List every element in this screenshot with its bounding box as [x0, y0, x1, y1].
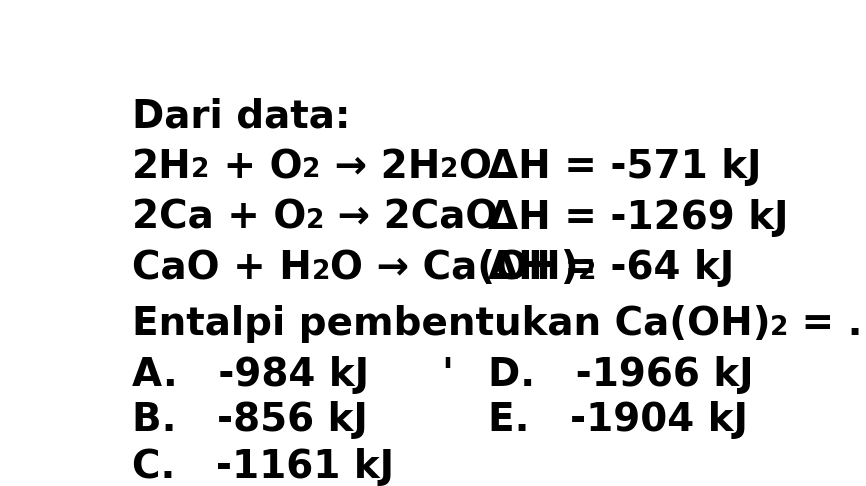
- Text: 2: 2: [578, 259, 597, 284]
- Text: → 2CaO: → 2CaO: [324, 199, 499, 237]
- Text: A.   -984 kJ: A. -984 kJ: [132, 356, 369, 394]
- Text: Dari data:: Dari data:: [132, 98, 350, 136]
- Text: 2: 2: [302, 157, 320, 184]
- Text: 2: 2: [312, 259, 330, 284]
- Text: 2: 2: [440, 157, 458, 184]
- Text: B.   -856 kJ: B. -856 kJ: [132, 401, 367, 439]
- Text: O → Ca(OH): O → Ca(OH): [330, 249, 578, 287]
- Text: Entalpi pembentukan Ca(OH): Entalpi pembentukan Ca(OH): [132, 305, 770, 343]
- Text: ΔH = -571 kJ: ΔH = -571 kJ: [488, 148, 761, 186]
- Text: = ....: = ....: [789, 305, 866, 343]
- Text: 2: 2: [306, 208, 324, 234]
- Text: CaO + H: CaO + H: [132, 249, 312, 287]
- Text: E.   -1904 kJ: E. -1904 kJ: [488, 401, 748, 439]
- Text: 2: 2: [770, 314, 789, 341]
- Text: ': ': [442, 356, 454, 394]
- Text: 2H: 2H: [132, 148, 191, 186]
- Text: C.   -1161 kJ: C. -1161 kJ: [132, 448, 394, 486]
- Text: D.   -1966 kJ: D. -1966 kJ: [488, 356, 753, 394]
- Text: + O: + O: [210, 148, 302, 186]
- Text: 2: 2: [191, 157, 210, 184]
- Text: 2Ca + O: 2Ca + O: [132, 199, 306, 237]
- Text: O: O: [458, 148, 491, 186]
- Text: ΔH = -1269 kJ: ΔH = -1269 kJ: [488, 199, 789, 237]
- Text: ΔH = -64 kJ: ΔH = -64 kJ: [488, 249, 734, 287]
- Text: → 2H: → 2H: [320, 148, 440, 186]
